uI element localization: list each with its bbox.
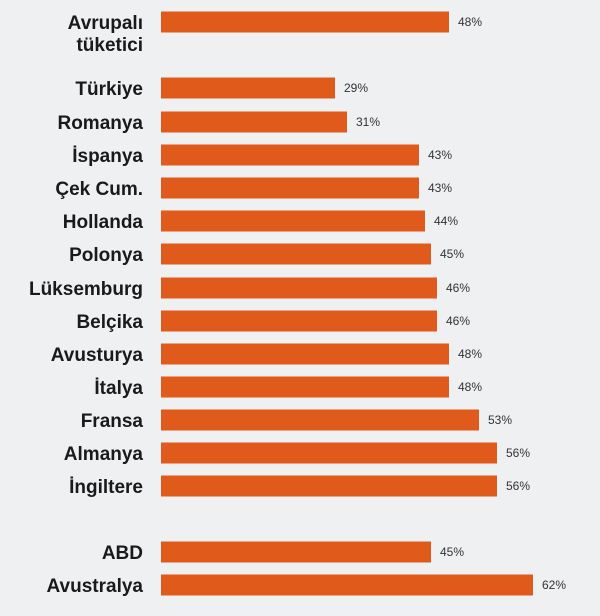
- bar-polonya: [161, 243, 431, 265]
- value-label-abd: 45%: [440, 545, 464, 559]
- bar-luksemburg: [161, 277, 437, 299]
- bar-fransa: [161, 409, 479, 431]
- category-label-ispanya: İspanya: [72, 146, 143, 167]
- category-label-fransa: Fransa: [81, 411, 144, 432]
- category-label-luksemburg: Lüksemburg: [29, 279, 143, 300]
- category-label-polonya: Polonya: [69, 245, 143, 266]
- category-label-romanya: Romanya: [57, 113, 143, 134]
- category-label-avustralya: Avustralya: [47, 576, 144, 597]
- bar-ingiltere: [161, 475, 497, 497]
- category-label-almanya: Almanya: [64, 444, 144, 465]
- value-label-belcika: 46%: [446, 314, 470, 328]
- bar-turkiye: [161, 77, 335, 99]
- value-label-hollanda: 44%: [434, 214, 458, 228]
- value-label-romanya: 31%: [356, 115, 380, 129]
- value-label-polonya: 45%: [440, 247, 464, 261]
- bar-avusturya: [161, 343, 449, 365]
- value-label-ispanya: 43%: [428, 148, 452, 162]
- bar-italya: [161, 376, 449, 398]
- category-label-avrupali-tuketici: Avrupalı tüketici: [68, 13, 143, 56]
- value-label-fransa: 53%: [488, 413, 512, 427]
- value-label-avustralya: 62%: [542, 578, 566, 592]
- category-labels-group: Avrupalı tüketici Türkiye Romanya İspanya Çek…: [29, 13, 143, 597]
- value-label-luksemburg: 46%: [446, 281, 470, 295]
- category-label-avusturya: Avusturya: [51, 345, 144, 366]
- bar-almanya: [161, 442, 497, 464]
- category-label-cek-cum: Çek Cum.: [55, 179, 143, 200]
- value-labels-group: 48% 29% 31% 43% 43% 44% 45% 46% 46% 48% 48% 53% 56% 5…: [344, 15, 566, 592]
- category-label-abd: ABD: [102, 543, 143, 564]
- bar-ispanya: [161, 144, 419, 166]
- category-label-hollanda: Hollanda: [63, 212, 144, 233]
- value-label-avusturya: 48%: [458, 347, 482, 361]
- bar-hollanda: [161, 210, 425, 232]
- value-label-cek-cum: 43%: [428, 181, 452, 195]
- value-label-ingiltere: 56%: [506, 479, 530, 493]
- category-label-ingiltere: İngiltere: [69, 477, 143, 498]
- value-label-almanya: 56%: [506, 446, 530, 460]
- bar-cek-cum: [161, 177, 419, 199]
- value-label-turkiye: 29%: [344, 81, 368, 95]
- bar-romanya: [161, 111, 347, 133]
- category-label-turkiye: Türkiye: [75, 79, 143, 100]
- category-label-belcika: Belçika: [76, 312, 143, 333]
- value-label-italya: 48%: [458, 380, 482, 394]
- bar-abd: [161, 541, 431, 563]
- bar-avustralya: [161, 574, 533, 596]
- value-label-avrupali-tuketici: 48%: [458, 15, 482, 29]
- bars-group: [161, 11, 533, 596]
- bar-belcika: [161, 310, 437, 332]
- category-label-italya: İtalya: [94, 378, 143, 399]
- bar-avrupali-tuketici: [161, 11, 449, 33]
